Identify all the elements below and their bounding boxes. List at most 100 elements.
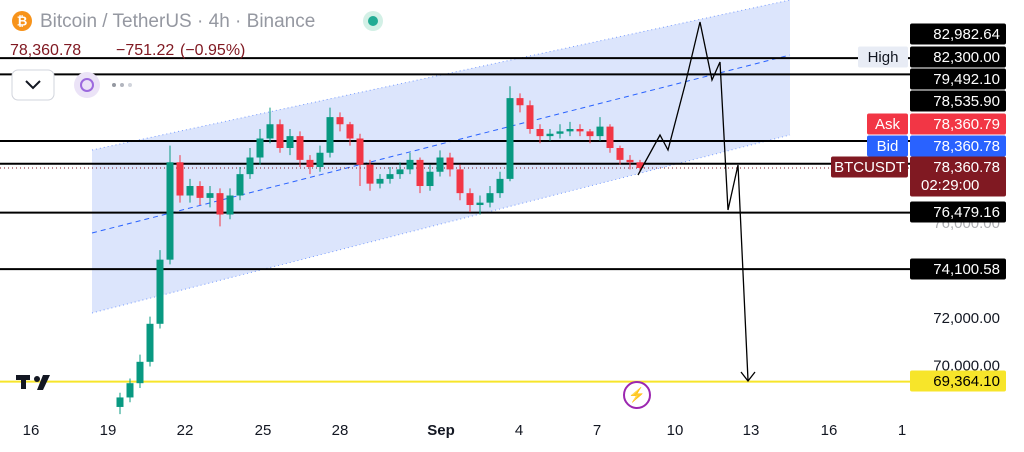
price-label-box (910, 135, 1006, 157)
candle-body (136, 361, 144, 384)
candle-body (316, 152, 324, 168)
tv-logo (16, 375, 50, 390)
header-text: 4h (209, 11, 230, 32)
y-tick-label: 70,000.00 (933, 358, 1000, 375)
price-label-box (910, 201, 1006, 223)
candle-body (206, 193, 214, 198)
x-tick-label: 13 (743, 422, 760, 439)
price-label-box (910, 370, 1006, 392)
price-label: 69,364.10 (933, 373, 1000, 390)
candle-body (166, 162, 174, 260)
x-tick-label: 7 (593, 422, 601, 439)
price-label-box (910, 156, 1006, 197)
candle-body (486, 193, 494, 203)
x-tick-label: 22 (177, 422, 194, 439)
alert-button[interactable] (623, 381, 651, 409)
candle-body (426, 171, 434, 187)
candle-body (536, 128, 544, 137)
candle-body (116, 397, 124, 407)
candle-body (476, 202, 484, 206)
candle-body (126, 383, 134, 398)
candle-body (586, 131, 594, 137)
candle-body (496, 178, 504, 194)
candle-body (566, 128, 574, 132)
price-label: 79,492.10 (933, 71, 1000, 88)
price-tag: Bid (877, 138, 899, 155)
candle-body (446, 157, 454, 170)
candle-body (416, 159, 424, 187)
candle-body (226, 195, 234, 215)
price-label: 78,360.79 (933, 116, 1000, 133)
price-tag: Ask (875, 116, 901, 133)
x-tick-label: 25 (255, 422, 272, 439)
candle-body (366, 164, 374, 184)
price-tag-box (831, 156, 908, 178)
price-label: 82,982.64 (933, 26, 1000, 43)
refresh-button[interactable] (74, 72, 100, 98)
candle-body (346, 124, 354, 139)
projection-path (637, 21, 749, 381)
candle-body (376, 178, 384, 184)
candle-body (556, 131, 564, 134)
candle-body (386, 174, 394, 179)
price-label-box (910, 90, 1006, 112)
candle-body (626, 159, 634, 163)
candle-body (276, 124, 284, 149)
candle-body (326, 117, 334, 153)
header-text: Bitcoin / TetherUS (40, 11, 192, 32)
collapse-button[interactable] (11, 69, 55, 101)
price-label: 76,479.16 (933, 204, 1000, 221)
candle-body (546, 133, 554, 137)
candle-body (196, 186, 204, 198)
candle-body (396, 169, 404, 175)
countdown: 02:29:00 (921, 177, 979, 194)
price-change-pct: (−0.95%) (180, 42, 245, 59)
candle-body (296, 136, 304, 160)
candle-body (516, 98, 524, 106)
price-label: 82,300.00 (933, 49, 1000, 66)
header: ₿ Bitcoin / TetherUS · 4h · Binance 78,3… (10, 11, 383, 101)
candle-body (236, 174, 244, 196)
price-tag-box (867, 135, 908, 157)
candle-body (256, 138, 264, 158)
candle-body (176, 162, 184, 196)
candle-body (436, 157, 444, 172)
arrow-head (740, 371, 756, 383)
price-tag-box (867, 113, 908, 135)
price-tag: High (868, 49, 899, 66)
last-price: 78,360.78 (10, 42, 81, 59)
price-label-box (910, 46, 1006, 68)
candle-body (216, 193, 224, 215)
candle-body (356, 138, 364, 165)
candle-body (246, 157, 254, 175)
candle-body (596, 126, 604, 137)
candle-body (186, 186, 194, 196)
candle-body (466, 193, 474, 206)
candle-body (286, 136, 294, 149)
price-label-box (910, 258, 1006, 280)
candle-body (616, 148, 624, 160)
alert-icon: ⚡ (628, 387, 645, 404)
x-tick-label: 28 (332, 422, 349, 439)
candle-body (456, 169, 464, 194)
candle-body (506, 98, 514, 179)
x-tick-label: 16 (821, 422, 838, 439)
price-label: 78,535.90 (933, 93, 1000, 110)
candle-body (406, 159, 414, 170)
header-text: Binance (247, 11, 316, 32)
candle-body (336, 117, 344, 125)
candle-body (306, 159, 314, 168)
price-label-box (910, 23, 1006, 45)
candle-body (156, 259, 164, 324)
price-label: 78,360.78 (933, 159, 1000, 176)
x-tick-label: 19 (100, 422, 117, 439)
x-tick-label: 10 (667, 422, 684, 439)
y-tick-label: 72,000.00 (933, 310, 1000, 327)
price-change: −751.22 (116, 42, 174, 59)
symbol-title: Bitcoin / TetherUS · 4h · Binance (40, 11, 315, 32)
x-tick-label: 4 (515, 422, 523, 439)
price-tag: BTCUSDT (834, 159, 905, 176)
svg-text:₿: ₿ (17, 13, 28, 28)
candle-body (526, 105, 534, 129)
